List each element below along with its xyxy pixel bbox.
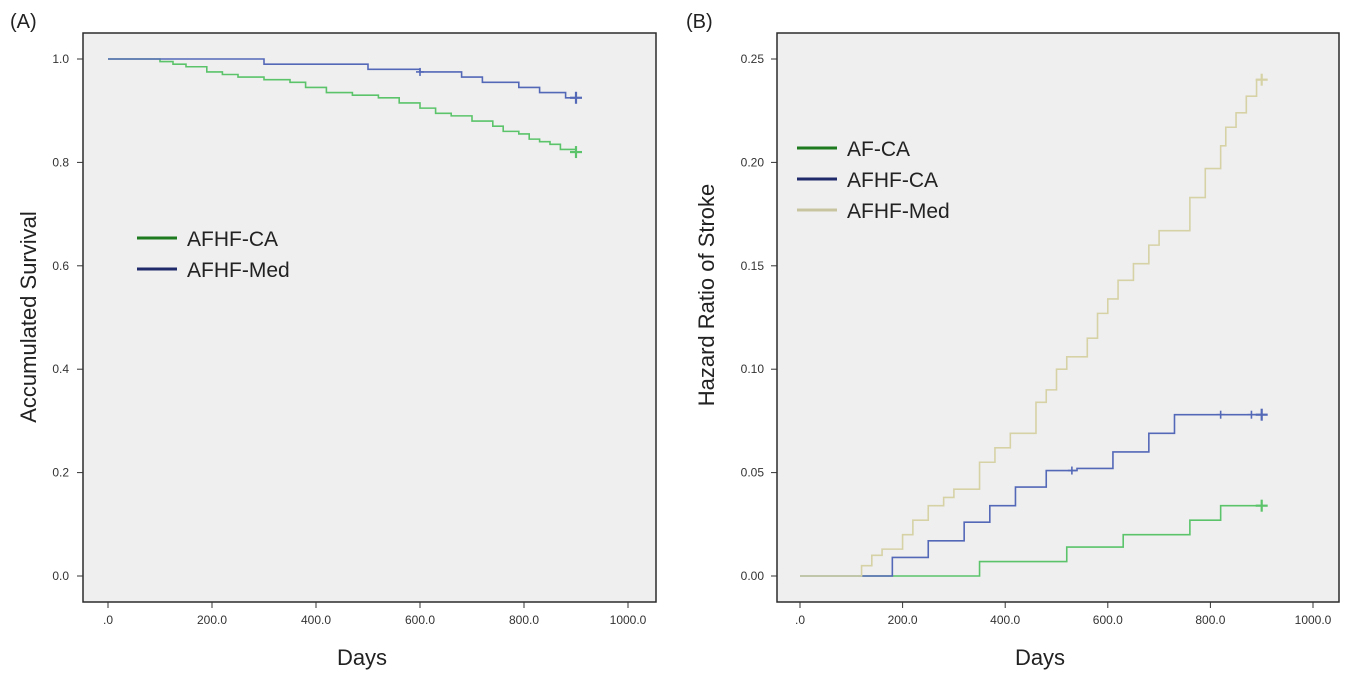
x-tick-label-b-0: .0	[795, 613, 805, 627]
x-tick-label-a-2: 400.0	[301, 613, 331, 627]
y-tick-label-b-2: 0.10	[741, 362, 765, 376]
series-line-b-af-ca	[800, 504, 1262, 577]
x-tick-label-b-4: 800.0	[1195, 613, 1225, 627]
x-tick-label-a-3: 600.0	[405, 613, 435, 627]
plot-area-b	[776, 32, 1340, 603]
plot-area-a	[82, 32, 657, 603]
x-tick-label-b-5: 1000.0	[1295, 613, 1332, 627]
censor-mark-b-afhf-ca-3	[1255, 408, 1268, 421]
x-axis-title-b: Days	[1015, 645, 1065, 670]
x-tick-label-a-1: 200.0	[197, 613, 227, 627]
panel-label-b: (B)	[686, 11, 713, 33]
y-tick-label-b-4: 0.20	[741, 155, 765, 169]
y-tick-label-a-5: 1.0	[52, 52, 69, 66]
y-tick-label-a-1: 0.2	[52, 466, 69, 480]
series-line-a-afhf-ca	[108, 58, 577, 153]
x-tick-label-a-0: .0	[103, 613, 113, 627]
legend-label-afhf-med: AFHF-Med	[187, 259, 290, 282]
y-axis-title-b: Hazard Ratio of Stroke	[694, 184, 719, 407]
censor-mark-b-af-ca-0	[1255, 499, 1268, 512]
y-tick-label-b-3: 0.15	[741, 259, 765, 273]
x-axis-title-a: Days	[337, 645, 387, 670]
series-line-b-afhf-med	[800, 78, 1262, 577]
legend-a: AFHF-CA AFHF-Med	[137, 228, 290, 282]
y-tick-label-a-4: 0.8	[52, 155, 69, 169]
y-tick-label-b-1: 0.05	[741, 466, 765, 480]
series-line-b-afhf-ca	[800, 413, 1262, 577]
y-tick-label-a-0: 0.0	[52, 569, 69, 583]
x-tick-label-a-4: 800.0	[509, 613, 539, 627]
y-tick-label-a-2: 0.4	[52, 362, 69, 376]
y-axis-title-a: Accumulated Survival	[16, 211, 41, 423]
legend-b: AF-CA AFHF-CA AFHF-Med	[797, 138, 950, 223]
censor-mark-a-afhf-med-0	[416, 67, 424, 76]
legend-label-afhf-ca: AFHF-CA	[187, 228, 278, 251]
x-tick-label-b-2: 400.0	[990, 613, 1020, 627]
panel-label-a: (A)	[10, 11, 37, 33]
x-tick-label-a-5: 1000.0	[610, 613, 647, 627]
censor-mark-b-afhf-ca-1	[1216, 410, 1225, 419]
panel-a: (A) .0 200.0 400.0 600.0 800.0 1000.0 0.0 0.2 0.…	[10, 11, 657, 670]
censor-mark-b-afhf-ca-0	[1067, 466, 1076, 475]
legend-label-afhf-med: AFHF-Med	[847, 200, 950, 223]
y-tick-label-a-3: 0.6	[52, 259, 69, 273]
y-tick-label-b-5: 0.25	[741, 52, 765, 66]
panel-b: (B) .0 200.0 400.0 600.0 800.0 1000.0 0.00 0.05…	[686, 11, 1340, 670]
censor-mark-b-afhf-ca-2	[1247, 410, 1256, 419]
x-tick-label-b-3: 600.0	[1093, 613, 1123, 627]
legend-label-af-ca: AF-CA	[847, 138, 910, 161]
legend-label-afhf-ca: AFHF-CA	[847, 169, 938, 192]
y-tick-label-b-0: 0.00	[741, 569, 765, 583]
censor-mark-a-afhf-ca-0	[570, 146, 582, 159]
series-line-a-afhf-med	[108, 58, 576, 99]
censor-mark-b-afhf-med-0	[1255, 73, 1268, 86]
x-tick-label-b-1: 200.0	[888, 613, 918, 627]
censor-mark-a-afhf-med-1	[570, 91, 582, 104]
